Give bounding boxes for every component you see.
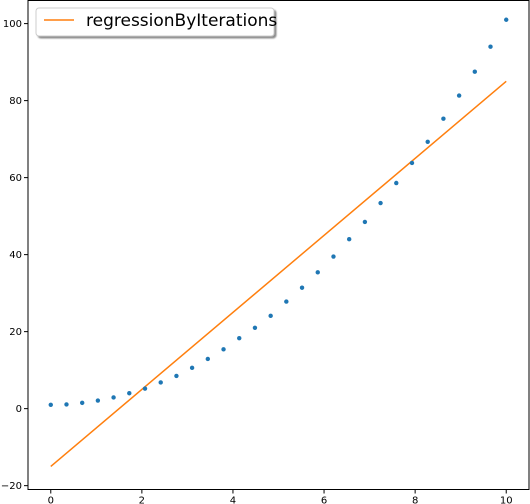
legend-label: regressionByIterations: [86, 11, 277, 31]
data-point: [205, 356, 211, 362]
data-point: [472, 69, 478, 74]
x-tick-label: 4: [230, 496, 236, 504]
data-point: [252, 325, 258, 330]
data-point: [409, 160, 415, 166]
x-tick-label: 6: [321, 496, 327, 504]
data-point: [488, 44, 493, 49]
y-tick-label: −20: [1, 481, 22, 492]
y-tick-label: 80: [9, 96, 22, 107]
data-point: [174, 373, 179, 379]
data-point: [268, 313, 273, 319]
x-axis-ticks: 0 2 4 6 8 10: [48, 489, 513, 504]
data-point: [95, 398, 101, 403]
data-point: [127, 391, 132, 396]
data-point: [284, 299, 289, 304]
data-point: [362, 219, 368, 225]
plot-frame: [27, 0, 530, 490]
data-point: [331, 254, 336, 259]
x-tick-label: 8: [412, 496, 418, 504]
data-point: [299, 285, 305, 290]
y-tick-label: 60: [9, 173, 22, 184]
data-point: [221, 347, 226, 352]
x-tick-label: 0: [48, 496, 54, 504]
y-tick-label: 0: [16, 404, 22, 415]
data-point: [48, 402, 53, 407]
y-tick-label: 40: [9, 250, 22, 261]
regression-series: [50, 80, 507, 467]
data-point: [237, 335, 242, 341]
legend-box: [35, 7, 275, 37]
data-point: [111, 395, 116, 400]
data-point: [394, 180, 399, 186]
x-tick-label: 2: [139, 496, 145, 504]
data-point: [441, 116, 446, 121]
regression-line: [50, 80, 507, 467]
x-tick-label: 10: [500, 496, 513, 504]
data-point: [504, 17, 509, 22]
data-point: [425, 139, 430, 145]
y-tick-label: 100: [3, 19, 22, 30]
y-tick-label: 20: [9, 327, 22, 338]
y-axis-ticks: −20 0 20 40 60 80 100: [1, 19, 28, 492]
scatter-series: [48, 17, 509, 407]
data-point: [189, 365, 195, 371]
data-point: [346, 237, 352, 242]
data-point: [315, 270, 320, 275]
legend: regressionByIterations: [35, 7, 277, 37]
data-point: [378, 200, 383, 206]
data-point: [64, 402, 69, 407]
data-point: [158, 380, 163, 385]
data-point: [79, 400, 85, 406]
data-point: [456, 93, 462, 98]
data-point: [142, 386, 148, 391]
